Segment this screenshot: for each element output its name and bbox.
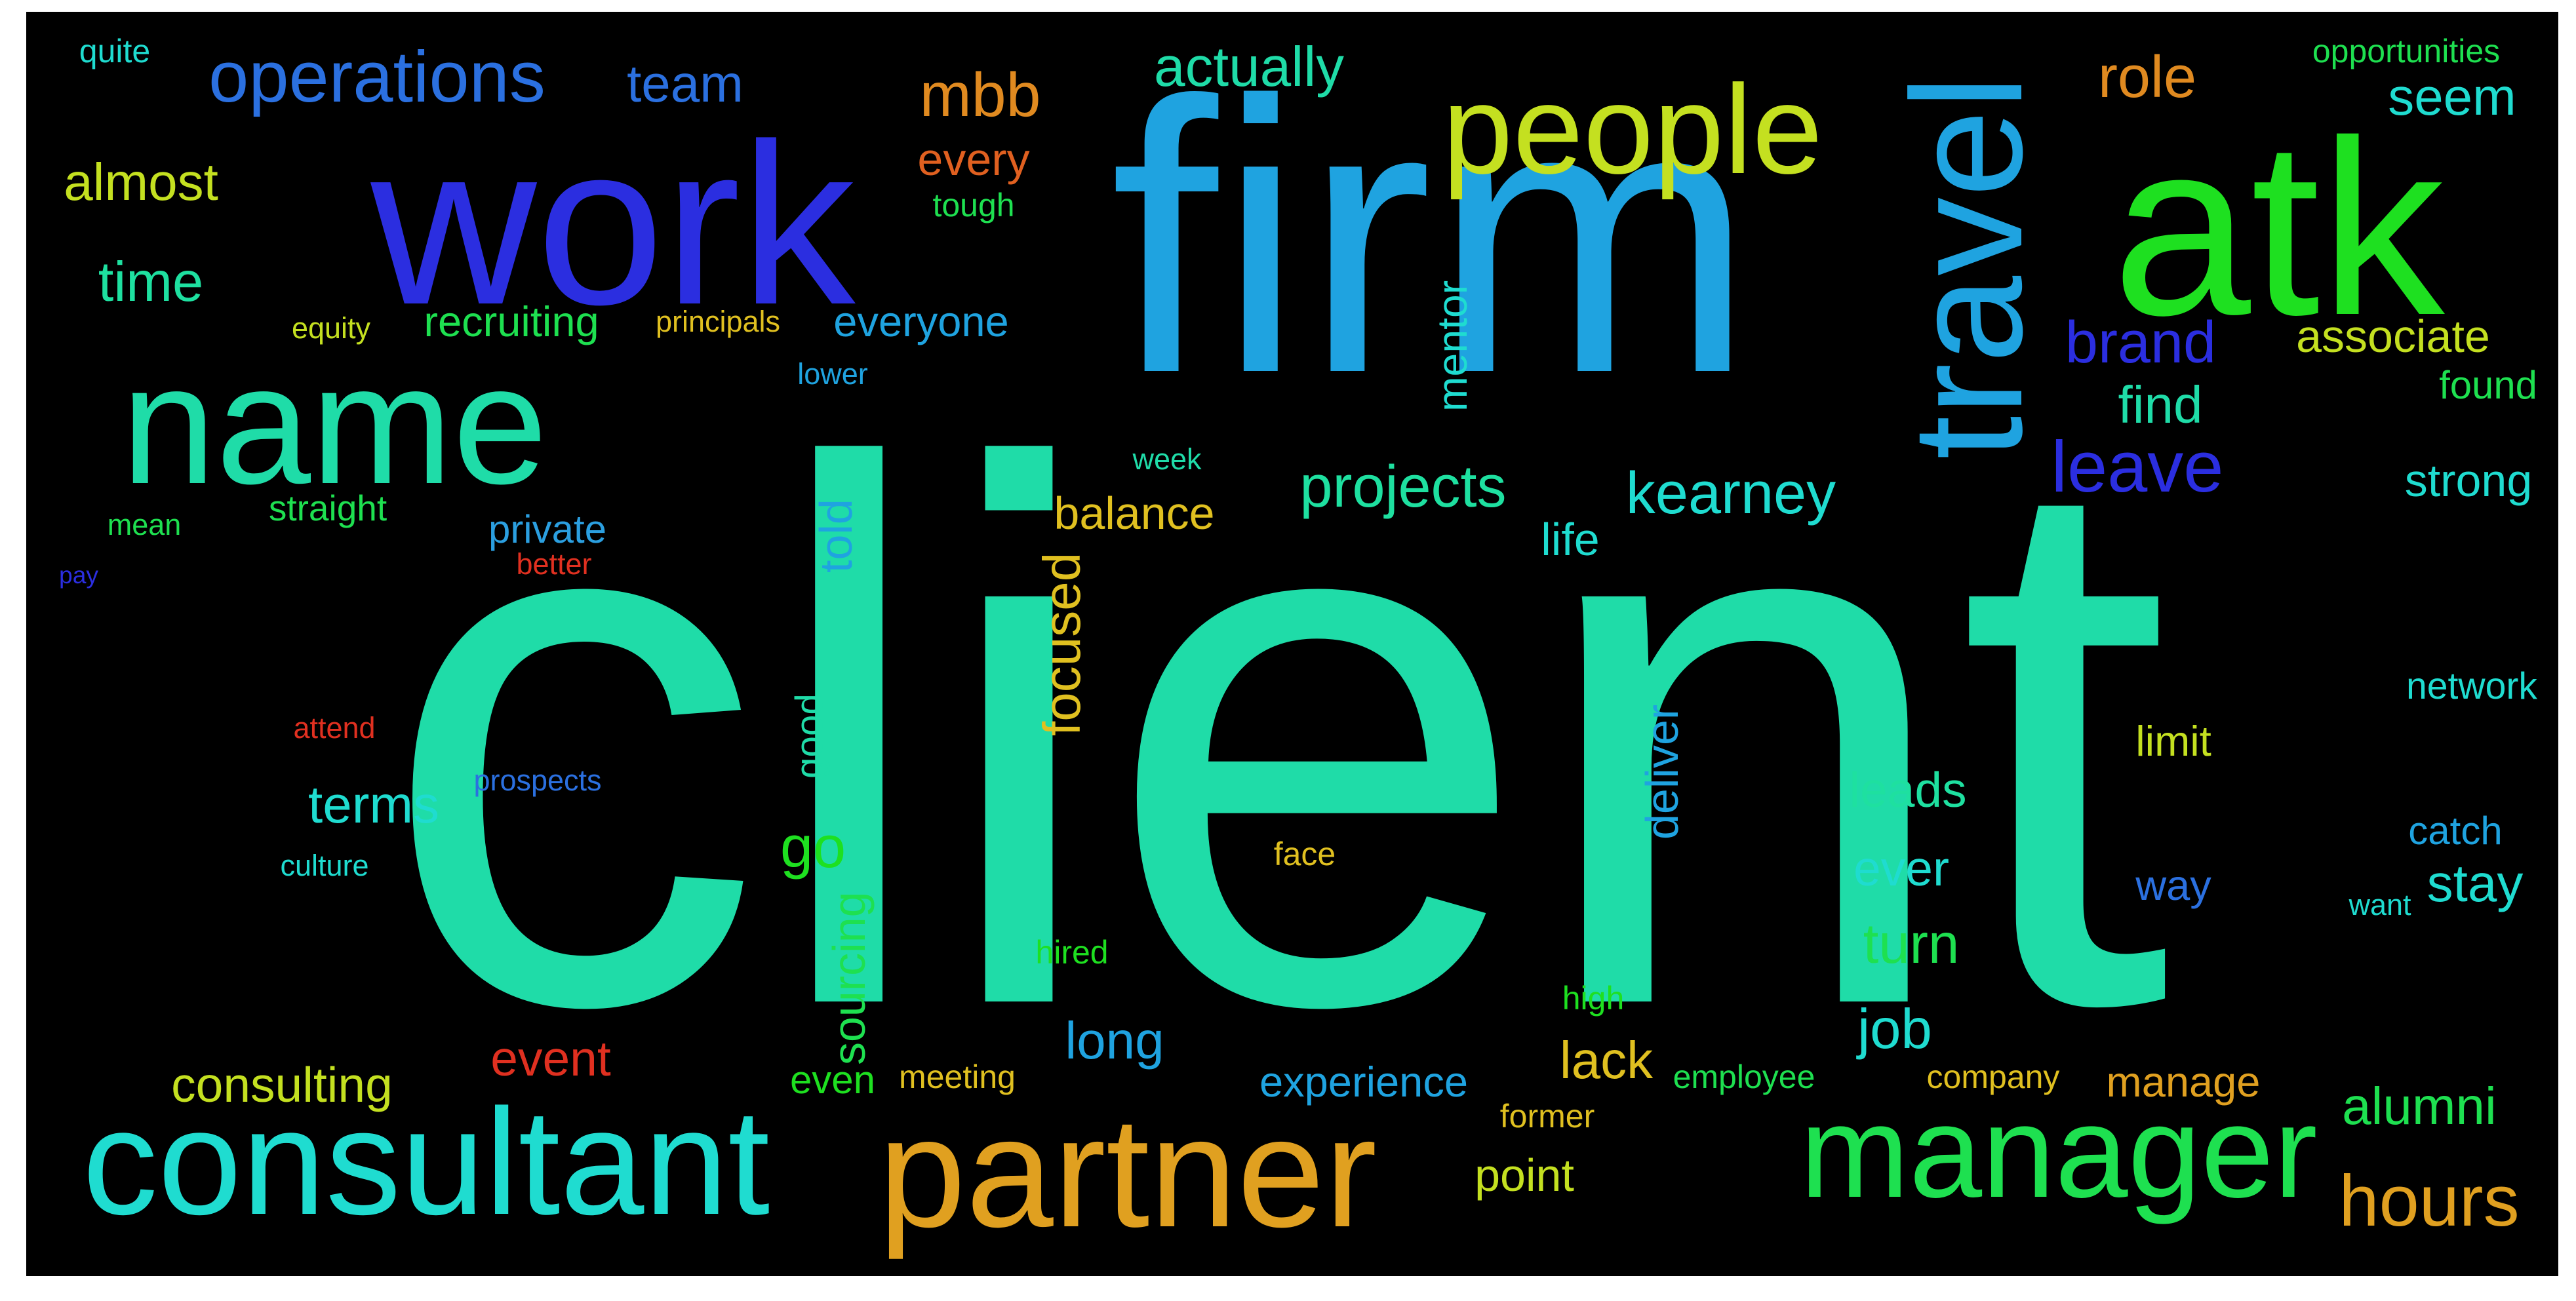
word-hired: hired	[1035, 934, 1109, 971]
word-experience: experience	[1259, 1058, 1468, 1106]
word-consultant: consultant	[82, 1078, 770, 1246]
word-company: company	[1926, 1058, 2060, 1095]
word-way: way	[2135, 861, 2211, 909]
word-face: face	[1273, 836, 1336, 872]
word-principals: principals	[655, 305, 781, 338]
word-associate: associate	[2296, 311, 2490, 362]
word-catch: catch	[2408, 809, 2503, 853]
word-culture: culture	[280, 849, 369, 882]
word-manager: manager	[1800, 1079, 2318, 1225]
word-former: former	[1499, 1098, 1595, 1135]
word-every: every	[917, 134, 1030, 185]
word-everyone: everyone	[833, 298, 1009, 345]
word-week: week	[1132, 442, 1202, 476]
word-travel: travel	[1879, 75, 2055, 460]
word-limit: limit	[2135, 717, 2211, 765]
word-client: client	[380, 307, 2171, 1164]
word-almost: almost	[64, 153, 218, 211]
word-firm: firm	[1110, 22, 1755, 454]
word-projects: projects	[1299, 454, 1507, 520]
word-mentor: mentor	[1428, 280, 1476, 412]
word-tough: tough	[932, 187, 1015, 223]
word-life: life	[1541, 514, 1600, 565]
word-find: find	[2118, 376, 2203, 434]
word-employee: employee	[1673, 1058, 1815, 1095]
word-better: better	[516, 547, 592, 581]
word-mbb: mbb	[919, 60, 1041, 130]
word-meeting: meeting	[899, 1058, 1016, 1095]
word-mean: mean	[107, 508, 182, 541]
word-job: job	[1857, 998, 1932, 1060]
word-strong: strong	[2404, 455, 2533, 506]
word-leave: leave	[2051, 427, 2224, 507]
word-opportunities: opportunities	[2312, 33, 2501, 69]
word-focused: focused	[1033, 552, 1091, 737]
word-leads: leads	[1849, 762, 1967, 817]
word-sourcing: sourcing	[823, 891, 875, 1066]
word-stay: stay	[2427, 854, 2524, 912]
word-good: good	[787, 693, 831, 779]
word-quite: quite	[79, 33, 151, 69]
word-long: long	[1065, 1011, 1164, 1070]
word-lack: lack	[1559, 1031, 1654, 1089]
word-partner: partner	[878, 1084, 1377, 1260]
word-alumni: alumni	[2342, 1077, 2497, 1135]
word-manage: manage	[2106, 1058, 2261, 1106]
word-point: point	[1475, 1150, 1574, 1201]
word-consulting: consulting	[171, 1057, 393, 1112]
word-event: event	[490, 1031, 611, 1086]
word-name: name	[121, 330, 548, 520]
word-private: private	[488, 507, 607, 551]
word-want: want	[2348, 888, 2411, 922]
word-deliver: deliver	[1636, 704, 1688, 840]
word-network: network	[2406, 665, 2537, 708]
word-turn: turn	[1863, 913, 1960, 975]
word-attend: attend	[293, 711, 376, 745]
word-pay: pay	[59, 561, 98, 589]
word-brand: brand	[2065, 310, 2217, 376]
word-go: go	[780, 815, 846, 880]
word-terms: terms	[308, 775, 439, 834]
word-lower: lower	[797, 357, 868, 391]
word-actually: actually	[1154, 36, 1344, 99]
word-straight: straight	[268, 488, 387, 528]
word-told: told	[810, 499, 862, 573]
word-equity: equity	[291, 311, 371, 345]
word-even: even	[789, 1058, 876, 1102]
word-team: team	[627, 54, 743, 113]
word-operations: operations	[208, 37, 545, 117]
word-kearney: kearney	[1625, 461, 1836, 526]
word-role: role	[2097, 45, 2197, 110]
word-time: time	[98, 251, 204, 313]
word-ever: ever	[1853, 841, 1949, 896]
word-recruiting: recruiting	[424, 298, 599, 345]
word-people: people	[1442, 58, 1823, 201]
word-cloud: client firm work atk name people consultant par…	[26, 12, 2558, 1276]
word-seem: seem	[2388, 68, 2516, 126]
word-prospects: prospects	[473, 764, 602, 797]
word-found: found	[2439, 363, 2537, 408]
word-work: work	[370, 96, 856, 353]
word-balance: balance	[1054, 488, 1215, 539]
word-atk: atk	[2112, 88, 2445, 367]
word-hours: hours	[2339, 1161, 2520, 1241]
word-high: high	[1562, 980, 1625, 1017]
